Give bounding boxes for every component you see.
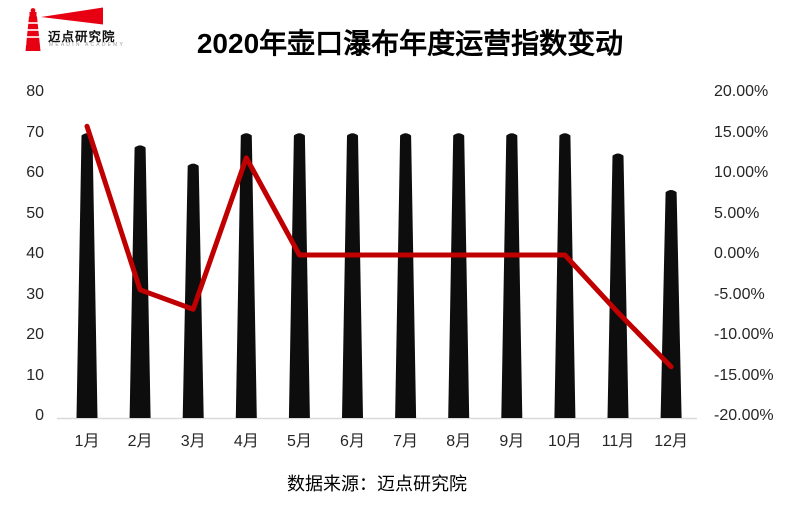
x-label-12月: 12月 — [654, 433, 688, 450]
tower-body — [25, 16, 41, 51]
x-label-10月: 10月 — [547, 433, 582, 450]
x-label-11月: 11月 — [601, 433, 635, 450]
bars-layer — [76, 133, 682, 418]
left-tick-50: 50 — [26, 204, 44, 222]
x-label-9月: 9月 — [499, 433, 525, 450]
x-label-4月: 4月 — [233, 433, 259, 450]
left-tick-30: 30 — [26, 285, 44, 303]
left-tick-0: 0 — [35, 407, 44, 424]
bar-3月 — [182, 163, 204, 418]
bar-5月 — [288, 133, 310, 418]
beam-shape — [41, 7, 103, 25]
bar-8月 — [448, 133, 470, 418]
x-label-5月: 5月 — [286, 433, 312, 450]
brand-subtitle: MEADIN ACADEMY — [49, 42, 126, 48]
left-tick-10: 10 — [26, 366, 44, 384]
x-label-6月: 6月 — [340, 433, 365, 450]
logo: 迈点研究院 MEADIN ACADEMY — [15, 5, 135, 57]
pct-change-line — [84, 123, 674, 370]
chart-title: 2020年壶口瀑布年度运营指数变动 — [196, 28, 624, 59]
source-caption: 数据来源：迈点研究院 — [287, 474, 467, 494]
right-tick-10.00%: 10.00% — [714, 164, 769, 181]
brand-name: 迈点研究院 — [48, 30, 116, 44]
right-tick--10.00%: -10.00% — [714, 326, 774, 343]
right-tick-5.00%: 5.00% — [714, 204, 760, 222]
right-tick-15.00%: 15.00% — [714, 123, 769, 141]
right-tick-0.00%: 0.00% — [714, 245, 760, 262]
right-tick--5.00%: -5.00% — [714, 285, 765, 303]
right-tick--15.00%: -15.00% — [714, 366, 774, 384]
x-label-7月: 7月 — [393, 433, 419, 450]
bar-11月 — [607, 153, 629, 418]
x-label-1月: 1月 — [74, 433, 100, 450]
bar-12月 — [660, 189, 682, 418]
lantern-room — [29, 12, 37, 17]
left-tick-60: 60 — [26, 164, 44, 181]
left-tick-80: 80 — [26, 83, 44, 100]
bar-9月 — [501, 133, 523, 418]
x-label-3月: 3月 — [180, 433, 206, 450]
bar-10月 — [554, 133, 576, 418]
right-tick-20.00%: 20.00% — [714, 83, 769, 100]
left-tick-70: 70 — [26, 123, 44, 141]
left-tick-20: 20 — [26, 326, 44, 343]
bar-4月 — [235, 133, 257, 418]
left-tick-40: 40 — [26, 245, 44, 262]
lantern-dome — [30, 8, 36, 13]
bar-2月 — [129, 145, 151, 418]
lighthouse-icon — [15, 7, 103, 51]
x-label-2月: 2月 — [127, 433, 153, 450]
x-label-8月: 8月 — [446, 433, 472, 450]
bar-7月 — [395, 133, 417, 418]
right-tick--20.00%: -20.00% — [714, 407, 774, 424]
bar-6月 — [342, 133, 363, 418]
bar-1月 — [76, 133, 98, 418]
